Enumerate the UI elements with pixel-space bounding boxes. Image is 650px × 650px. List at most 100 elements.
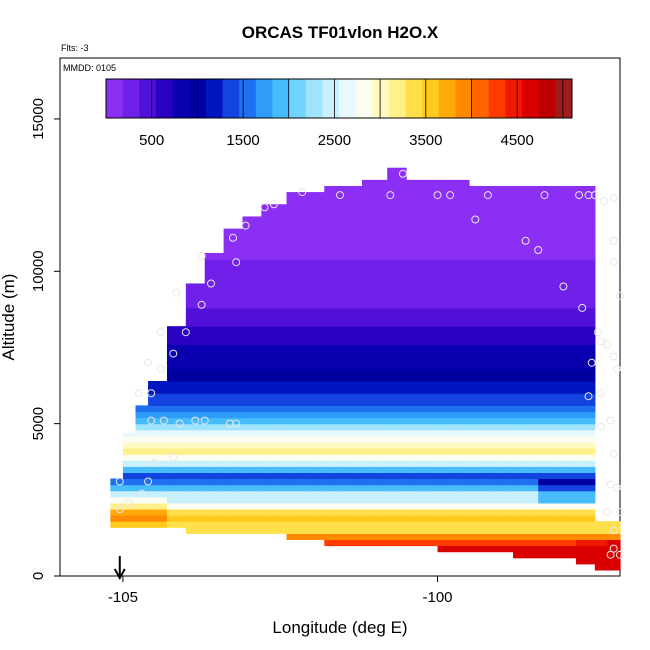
heatmap-cell: [273, 210, 288, 218]
heatmap-cell: [387, 417, 401, 425]
heatmap-cell: [336, 460, 351, 467]
heatmap-cell: [261, 228, 275, 236]
heatmap-cell: [387, 259, 401, 266]
heatmap-cell: [506, 545, 514, 553]
heatmap-cell: [217, 289, 225, 297]
heatmap-cell: [450, 496, 464, 504]
heatmap-cell: [299, 253, 313, 260]
heatmap-cell: [481, 210, 495, 218]
heatmap-cell: [261, 350, 275, 358]
heatmap-cell: [148, 411, 162, 419]
heatmap-cell: [431, 521, 439, 528]
heatmap-cell: [236, 301, 244, 309]
heatmap-cell: [387, 478, 401, 486]
heatmap-cell: [286, 210, 300, 218]
heatmap-cell: [387, 307, 401, 315]
heatmap-cell: [223, 234, 237, 242]
heatmap-cell: [450, 393, 464, 400]
heatmap-cell: [525, 551, 539, 559]
heatmap-cell: [185, 478, 200, 486]
heatmap-cell: [179, 417, 187, 425]
heatmap-cell: [242, 387, 256, 394]
obs-point: [603, 508, 612, 516]
heatmap-cell: [462, 265, 470, 272]
heatmap-cell: [588, 374, 596, 382]
heatmap-cell: [261, 332, 275, 339]
heatmap-cell: [462, 362, 470, 370]
colorbar-swatch: [322, 79, 340, 118]
heatmap-cells: [110, 167, 621, 571]
obs-point: [150, 459, 159, 468]
heatmap-cell: [468, 313, 483, 321]
heatmap-cell: [110, 484, 124, 492]
obs-point: [144, 477, 153, 486]
heatmap-cell: [362, 441, 376, 449]
heatmap-cell: [494, 435, 508, 443]
heatmap-cell: [468, 417, 483, 425]
heatmap-cell: [406, 423, 420, 431]
heatmap-cell: [563, 368, 577, 376]
heatmap-cell: [261, 307, 275, 315]
heatmap-cell: [324, 344, 338, 352]
heatmap-cell: [387, 448, 401, 455]
heatmap-cell: [538, 204, 552, 211]
heatmap-cell: [374, 405, 388, 413]
heatmap-cell: [311, 271, 325, 278]
heatmap-cell: [160, 405, 168, 413]
heatmap-cell: [362, 192, 376, 199]
heatmap-cell: [468, 545, 483, 553]
heatmap-cell: [324, 234, 338, 242]
heatmap-cell: [336, 423, 351, 431]
heatmap-cell: [513, 307, 527, 315]
heatmap-cell: [324, 423, 338, 431]
heatmap-cell: [437, 417, 451, 425]
heatmap-cell: [468, 295, 483, 303]
heatmap-cell: [324, 466, 338, 473]
heatmap-cell: [217, 399, 225, 406]
heatmap-cell: [185, 307, 200, 315]
heatmap-cell: [594, 551, 609, 559]
heatmap-cell: [362, 234, 376, 242]
heatmap-cell: [324, 216, 338, 224]
heatmap-cell: [550, 466, 564, 473]
heatmap-cell: [198, 472, 206, 480]
heatmap-cell: [387, 277, 401, 285]
heatmap-cell: [349, 313, 363, 321]
obs-point: [616, 550, 624, 559]
heatmap-cell: [148, 399, 162, 406]
heatmap-cell: [418, 259, 432, 266]
heatmap-cell: [255, 466, 262, 473]
heatmap-cell: [299, 515, 313, 522]
heatmap-cell: [160, 387, 168, 394]
heatmap-cell: [513, 277, 527, 285]
heatmap-cell: [437, 271, 451, 278]
heatmap-cell: [185, 313, 200, 321]
heatmap-cell: [550, 253, 564, 260]
heatmap-cell: [494, 472, 508, 480]
heatmap-cell: [481, 472, 495, 480]
heatmap-cell: [336, 240, 351, 248]
heatmap-cell: [513, 216, 527, 224]
heatmap-cell: [336, 405, 351, 413]
heatmap-cell: [324, 411, 338, 419]
heatmap-cell: [418, 356, 432, 364]
heatmap-cell: [575, 399, 590, 406]
heatmap-cell: [311, 380, 325, 388]
obs-point: [159, 416, 168, 425]
heatmap-cell: [506, 435, 514, 443]
heatmap-cell: [198, 307, 206, 315]
heatmap-cell: [217, 313, 225, 321]
heatmap-cell: [166, 423, 181, 431]
heatmap-cell: [550, 234, 564, 242]
heatmap-cell: [437, 265, 451, 272]
heatmap-cell: [166, 454, 181, 461]
heatmap-cell: [563, 417, 577, 425]
heatmap-cell: [311, 441, 325, 449]
heatmap-cell: [185, 387, 200, 394]
heatmap-cell: [324, 185, 338, 193]
heatmap-cell: [374, 338, 388, 346]
heatmap-cell: [575, 411, 590, 419]
heatmap-cell: [431, 198, 439, 205]
heatmap-cell: [242, 441, 256, 449]
heatmap-cell: [550, 277, 564, 285]
